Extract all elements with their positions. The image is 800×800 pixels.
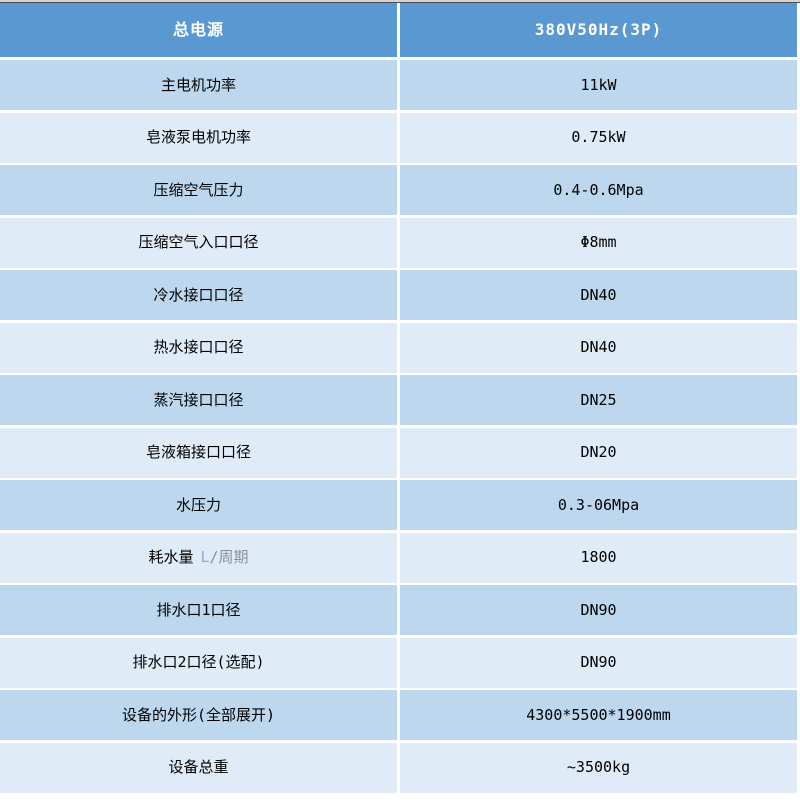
- spec-label-cell: 皂液泵电机功率: [0, 112, 397, 163]
- table-row: 耗水量 L /周期 1800: [0, 532, 797, 583]
- spec-value: 4300*5500*1900mm: [526, 705, 671, 724]
- table-header-row: 总电源 380V50Hz(3P): [0, 3, 797, 57]
- table-row: 排水口1口径 DN90: [0, 585, 797, 635]
- spec-value: 11kW: [580, 75, 617, 94]
- spec-value-cell: ~3500kg: [400, 742, 797, 793]
- spec-value: DN40: [580, 338, 617, 356]
- spec-label: 水压力: [175, 495, 221, 514]
- spec-label-cell: 设备总重: [0, 742, 397, 793]
- spec-label: 设备的外形(全部展开): [121, 705, 276, 724]
- spec-label: 耗水量: [148, 548, 194, 566]
- spec-value: ~3500kg: [566, 758, 631, 776]
- spec-unit: /周期: [209, 548, 249, 566]
- spec-value: Φ8mm: [580, 233, 617, 251]
- spec-label: 冷水接口口径: [153, 285, 244, 304]
- spec-value-cell: DN40: [400, 322, 797, 373]
- spec-value-cell: DN90: [400, 637, 797, 688]
- spec-value-cell: DN20: [400, 427, 797, 478]
- spec-value-cell: DN90: [400, 585, 797, 635]
- spec-label: 设备总重: [168, 758, 229, 776]
- table-row: 设备的外形(全部展开) 4300*5500*1900mm: [0, 690, 797, 740]
- spec-label: 压缩空气压力: [153, 180, 244, 199]
- top-border-strip: [0, 0, 800, 2]
- spec-table: 总电源 380V50Hz(3P) 主电机功率 11kW 皂液泵电机功率 0.75…: [0, 3, 800, 793]
- table-row: 皂液箱接口口径 DN20: [0, 427, 797, 478]
- spec-value: DN40: [580, 285, 617, 304]
- table-body: 主电机功率 11kW 皂液泵电机功率 0.75kW 压缩空气压力 0.4-0.6…: [0, 60, 797, 793]
- table-row: 水压力 0.3-06Mpa: [0, 480, 797, 530]
- spec-value-cell: DN40: [400, 270, 797, 320]
- spec-value-cell: DN25: [400, 375, 797, 425]
- table-row: 主电机功率 11kW: [0, 60, 797, 110]
- table-row: 压缩空气入口口径 Φ8mm: [0, 217, 797, 268]
- spec-label: 排水口1口径: [156, 600, 241, 619]
- spec-label-cell: 排水口1口径: [0, 585, 397, 635]
- header-value-cell: 380V50Hz(3P): [400, 3, 797, 57]
- spec-label-cell: 皂液箱接口口径: [0, 427, 397, 478]
- spec-value: DN90: [580, 653, 617, 671]
- spec-label: 蒸汽接口口径: [153, 390, 244, 409]
- spec-value-cell: 4300*5500*1900mm: [400, 690, 797, 740]
- spec-value: 0.4-0.6Mpa: [553, 180, 644, 199]
- spec-value-cell: 1800: [400, 532, 797, 583]
- table-row: 排水口2口径(选配) DN90: [0, 637, 797, 688]
- spec-label-cell: 设备的外形(全部展开): [0, 690, 397, 740]
- spec-label-cell: 压缩空气压力: [0, 165, 397, 215]
- spec-label: 压缩空气入口口径: [138, 233, 259, 251]
- spec-value: DN20: [580, 443, 617, 461]
- spec-value: DN25: [580, 390, 617, 409]
- spec-value: 0.75kW: [571, 128, 626, 146]
- table-row: 皂液泵电机功率 0.75kW: [0, 112, 797, 163]
- spec-label-cell: 压缩空气入口口径: [0, 217, 397, 268]
- spec-label: 主电机功率: [160, 75, 236, 94]
- table-row: 压缩空气压力 0.4-0.6Mpa: [0, 165, 797, 215]
- spec-label: 热水接口口径: [153, 338, 244, 356]
- spec-value: DN90: [580, 600, 617, 619]
- spec-label: 皂液泵电机功率: [145, 128, 251, 146]
- spec-label-cell: 主电机功率: [0, 60, 397, 110]
- table-row: 冷水接口口径 DN40: [0, 270, 797, 320]
- table-row: 蒸汽接口口径 DN25: [0, 375, 797, 425]
- spec-label: 排水口2口径(选配): [132, 653, 265, 671]
- spec-label-cell: 蒸汽接口口径: [0, 375, 397, 425]
- spec-label-cell: 冷水接口口径: [0, 270, 397, 320]
- spec-value: 0.3-06Mpa: [557, 495, 640, 514]
- table-row: 热水接口口径 DN40: [0, 322, 797, 373]
- spec-value-cell: 0.3-06Mpa: [400, 480, 797, 530]
- spec-label-cell: 耗水量 L /周期: [0, 532, 397, 583]
- table-row: 设备总重 ~3500kg: [0, 742, 797, 793]
- spec-label-cell: 水压力: [0, 480, 397, 530]
- spec-value-cell: 11kW: [400, 60, 797, 110]
- header-label-cell: 总电源: [0, 3, 397, 57]
- spec-unit-highlight: L: [200, 548, 210, 566]
- spec-label: 皂液箱接口口径: [145, 443, 251, 461]
- top-border-line: [0, 2, 800, 3]
- spec-label-cell: 热水接口口径: [0, 322, 397, 373]
- spec-label-cell: 排水口2口径(选配): [0, 637, 397, 688]
- spec-value-cell: 0.4-0.6Mpa: [400, 165, 797, 215]
- spec-value-cell: Φ8mm: [400, 217, 797, 268]
- spec-value: 1800: [580, 548, 617, 566]
- spec-value-cell: 0.75kW: [400, 112, 797, 163]
